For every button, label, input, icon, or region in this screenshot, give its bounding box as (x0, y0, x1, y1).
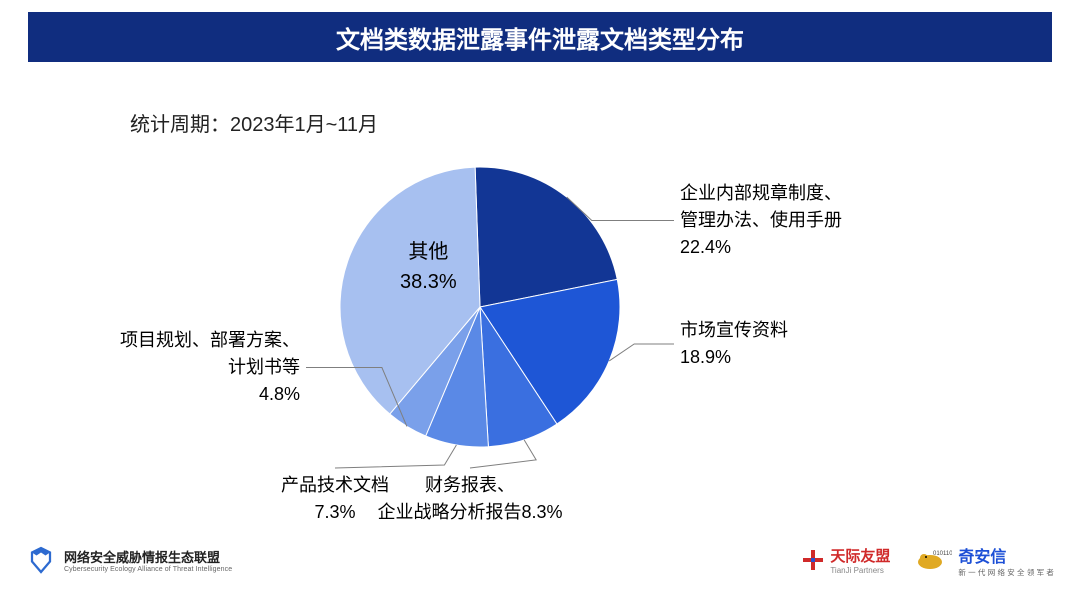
footer-org-alliance: 网络安全威胁情报生态联盟 Cybersecurity Ecology Allia… (26, 545, 232, 575)
org3-sub: 新 一 代 网 络 安 全 领 军 者 (958, 567, 1054, 578)
footer-org-tianji: 天际友盟 TianJi Partners (802, 545, 890, 575)
title-bar: 文档类数据泄露事件泄露文档类型分布 (28, 12, 1052, 62)
footer-org-qianxin: 01011001 奇安信 新 一 代 网 络 安 全 领 军 者 (914, 543, 1054, 578)
tianji-icon (802, 549, 824, 571)
pie-chart: 企业内部规章制度、管理办法、使用手册22.4%市场宣传资料18.9%财务报表、企… (0, 92, 1080, 512)
org3-name-cn: 奇安信 (958, 543, 1054, 567)
leader-line (0, 92, 1080, 592)
org2-name-en: TianJi Partners (830, 566, 890, 575)
org1-name-en: Cybersecurity Ecology Alliance of Threat… (64, 566, 232, 573)
org1-name-cn: 网络安全威胁情报生态联盟 (64, 547, 232, 566)
pie-label: 其他38.3% (400, 237, 457, 297)
svg-text:01011001: 01011001 (933, 551, 952, 557)
alliance-icon (26, 545, 56, 575)
footer: 网络安全威胁情报生态联盟 Cybersecurity Ecology Allia… (0, 535, 1080, 591)
qianxin-icon: 01011001 (914, 548, 952, 572)
title-text: 文档类数据泄露事件泄露文档类型分布 (336, 20, 744, 55)
org2-name-cn: 天际友盟 (830, 545, 890, 566)
